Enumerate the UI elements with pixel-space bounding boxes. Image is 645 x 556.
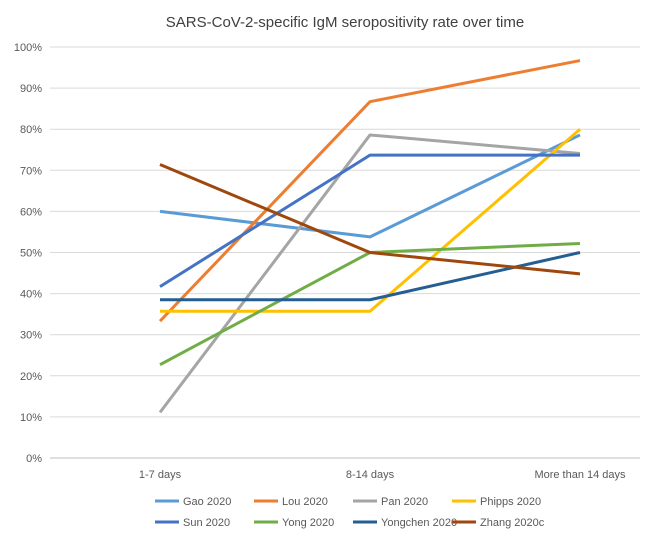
line-chart: SARS-CoV-2-specific IgM seropositivity r… — [0, 0, 645, 551]
legend-label: Phipps 2020 — [480, 496, 541, 508]
series-line-gao-2020 — [160, 135, 580, 237]
series-line-yong-2020 — [160, 243, 580, 364]
y-tick-label: 90% — [20, 83, 42, 95]
y-tick-label: 0% — [26, 453, 42, 465]
y-tick-label: 40% — [20, 289, 42, 301]
legend-label: Lou 2020 — [282, 496, 328, 508]
legend-label: Yongchen 2020 — [381, 517, 457, 529]
y-tick-label: 60% — [20, 206, 42, 218]
y-tick-label: 70% — [20, 165, 42, 177]
series-line-pan-2020 — [160, 135, 580, 412]
y-tick-label: 50% — [20, 248, 42, 260]
legend-label: Zhang 2020c — [480, 517, 545, 529]
legend-label: Gao 2020 — [183, 496, 231, 508]
x-tick-label: 8-14 days — [346, 469, 395, 481]
y-tick-label: 100% — [14, 42, 42, 54]
y-tick-label: 10% — [20, 412, 42, 424]
y-tick-label: 30% — [20, 330, 42, 342]
x-tick-label: More than 14 days — [534, 469, 626, 481]
y-tick-label: 80% — [20, 124, 42, 136]
y-tick-label: 20% — [20, 371, 42, 383]
chart-container: SARS-CoV-2-specific IgM seropositivity r… — [0, 0, 645, 551]
legend-label: Pan 2020 — [381, 496, 428, 508]
chart-title: SARS-CoV-2-specific IgM seropositivity r… — [166, 14, 524, 31]
series-line-yongchen-2020 — [160, 253, 580, 300]
legend-label: Yong 2020 — [282, 517, 334, 529]
legend-label: Sun 2020 — [183, 517, 230, 529]
x-tick-label: 1-7 days — [139, 469, 182, 481]
